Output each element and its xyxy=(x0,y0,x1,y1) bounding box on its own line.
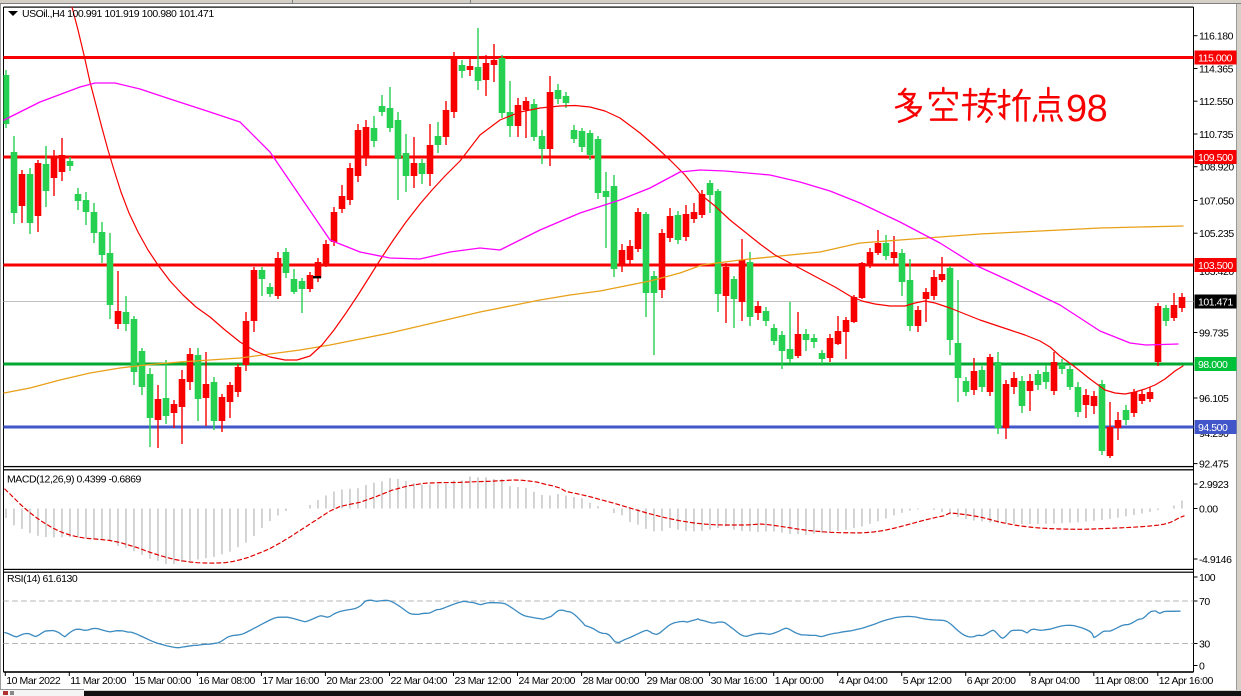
svg-text:112.550: 112.550 xyxy=(1199,96,1234,108)
svg-text:99.735: 99.735 xyxy=(1199,328,1229,340)
svg-text:103.500: 103.500 xyxy=(1198,260,1233,272)
svg-text:11 Mar 20:00: 11 Mar 20:00 xyxy=(70,675,126,687)
svg-text:116.180: 116.180 xyxy=(1199,31,1234,43)
svg-text:1 Apr 00:00: 1 Apr 00:00 xyxy=(775,675,824,687)
svg-text:108.920: 108.920 xyxy=(1199,162,1234,174)
svg-text:23 Mar 12:00: 23 Mar 12:00 xyxy=(455,675,512,687)
svg-text:0.00: 0.00 xyxy=(1199,504,1218,516)
svg-text:115.000: 115.000 xyxy=(1198,53,1233,65)
svg-text:98: 98 xyxy=(1066,88,1107,130)
svg-text:110.735: 110.735 xyxy=(1199,129,1234,141)
svg-text:2.9923: 2.9923 xyxy=(1199,479,1229,491)
svg-text:98.000: 98.000 xyxy=(1198,359,1228,371)
svg-text:-4.9146: -4.9146 xyxy=(1199,554,1232,566)
svg-text:92.475: 92.475 xyxy=(1199,459,1229,471)
svg-text:29 Mar 08:00: 29 Mar 08:00 xyxy=(647,675,704,687)
svg-text:16 Mar 08:00: 16 Mar 08:00 xyxy=(198,675,255,687)
svg-text:11 Apr 08:00: 11 Apr 08:00 xyxy=(1095,675,1149,687)
svg-text:28 Mar 00:00: 28 Mar 00:00 xyxy=(583,675,640,687)
svg-text:RSI(14) 61.6130: RSI(14) 61.6130 xyxy=(7,573,78,585)
svg-text:105.235: 105.235 xyxy=(1199,228,1234,240)
svg-text:4 Apr 04:00: 4 Apr 04:00 xyxy=(839,675,888,687)
svg-text:114.365: 114.365 xyxy=(1199,64,1234,76)
svg-text:20 Mar 23:00: 20 Mar 23:00 xyxy=(326,675,383,687)
svg-text:0: 0 xyxy=(1199,661,1205,673)
svg-text:94.500: 94.500 xyxy=(1198,422,1228,434)
svg-text:22 Mar 04:00: 22 Mar 04:00 xyxy=(391,675,448,687)
svg-text:107.050: 107.050 xyxy=(1199,196,1234,208)
svg-text:12 Apr 16:00: 12 Apr 16:00 xyxy=(1159,675,1214,687)
svg-text:15 Mar 00:00: 15 Mar 00:00 xyxy=(134,675,191,687)
svg-text:109.500: 109.500 xyxy=(1198,152,1233,164)
svg-text:30 Mar 16:00: 30 Mar 16:00 xyxy=(711,675,768,687)
svg-text:96.105: 96.105 xyxy=(1199,393,1229,405)
svg-text:USOil.,H4 100.991 101.919 100: USOil.,H4 100.991 101.919 100.980 101.47… xyxy=(22,8,214,20)
svg-text:8 Apr 04:00: 8 Apr 04:00 xyxy=(1031,675,1080,687)
svg-text:30: 30 xyxy=(1199,639,1210,651)
svg-text:70: 70 xyxy=(1199,596,1210,608)
svg-text:5 Apr 12:00: 5 Apr 12:00 xyxy=(903,675,952,687)
svg-text:6 Apr 20:00: 6 Apr 20:00 xyxy=(967,675,1016,687)
svg-text:101.471: 101.471 xyxy=(1198,297,1233,309)
svg-text:100: 100 xyxy=(1199,572,1216,584)
svg-text:MACD(12,26,9) 0.4399 -0.6869: MACD(12,26,9) 0.4399 -0.6869 xyxy=(7,474,142,486)
svg-text:24 Mar 20:00: 24 Mar 20:00 xyxy=(519,675,576,687)
svg-text:10 Mar 2022: 10 Mar 2022 xyxy=(6,675,61,687)
svg-text:17 Mar 16:00: 17 Mar 16:00 xyxy=(262,675,319,687)
